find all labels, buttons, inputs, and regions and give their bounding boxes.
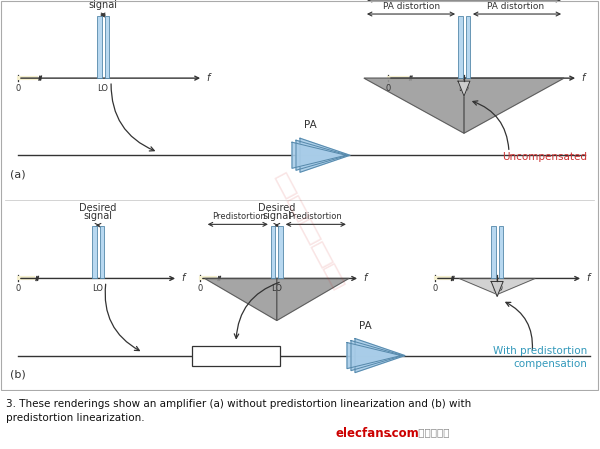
Text: Desired: Desired bbox=[85, 0, 122, 2]
Polygon shape bbox=[355, 339, 405, 373]
Bar bbox=[100, 226, 104, 278]
Text: Uncompensated: Uncompensated bbox=[502, 152, 587, 162]
Polygon shape bbox=[292, 142, 346, 168]
Polygon shape bbox=[464, 78, 564, 133]
Polygon shape bbox=[277, 278, 349, 321]
Text: f: f bbox=[363, 273, 367, 283]
Text: LO: LO bbox=[92, 285, 104, 294]
Polygon shape bbox=[300, 138, 350, 172]
Polygon shape bbox=[459, 278, 497, 295]
Polygon shape bbox=[458, 81, 470, 96]
Bar bbox=[491, 226, 496, 278]
Polygon shape bbox=[347, 343, 401, 369]
Text: LO: LO bbox=[491, 285, 503, 294]
Text: 0: 0 bbox=[385, 84, 391, 93]
Text: predistortion linearization.: predistortion linearization. bbox=[6, 413, 145, 423]
Text: 0: 0 bbox=[433, 285, 437, 294]
Text: Desired: Desired bbox=[79, 203, 116, 213]
Text: Predistortion: Predistortion bbox=[288, 212, 341, 221]
Bar bbox=[499, 226, 503, 278]
Text: 南
方
电
子
网: 南 方 电 子 网 bbox=[272, 168, 348, 292]
Bar bbox=[192, 346, 280, 365]
Text: 0: 0 bbox=[16, 84, 20, 93]
Polygon shape bbox=[205, 278, 277, 321]
Bar bbox=[271, 226, 275, 278]
Text: f: f bbox=[206, 73, 209, 83]
Text: (b): (b) bbox=[10, 370, 26, 379]
Bar bbox=[278, 226, 283, 278]
Text: LO: LO bbox=[98, 84, 109, 93]
Text: elecfans: elecfans bbox=[335, 427, 391, 440]
Text: 3. These renderings show an amplifier (a) without predistortion linearization an: 3. These renderings show an amplifier (a… bbox=[6, 399, 471, 409]
Text: 0: 0 bbox=[197, 285, 203, 294]
Text: Desired: Desired bbox=[258, 203, 295, 213]
Bar bbox=[92, 226, 97, 278]
Text: LO: LO bbox=[271, 285, 283, 294]
Text: PA distortion: PA distortion bbox=[487, 2, 545, 11]
Text: With predistortion
compensation: With predistortion compensation bbox=[493, 346, 587, 369]
Text: PA distortion: PA distortion bbox=[383, 2, 440, 11]
Text: Predistortion: Predistortion bbox=[212, 212, 266, 221]
Text: .com: .com bbox=[388, 427, 420, 440]
Text: f: f bbox=[181, 273, 184, 283]
Text: LO: LO bbox=[458, 84, 470, 93]
Bar bbox=[458, 16, 463, 78]
Polygon shape bbox=[497, 278, 535, 295]
Bar bbox=[104, 16, 109, 78]
Text: signal: signal bbox=[262, 211, 292, 221]
Text: signal: signal bbox=[83, 211, 113, 221]
Polygon shape bbox=[491, 282, 503, 296]
Text: f: f bbox=[581, 73, 584, 83]
Polygon shape bbox=[364, 78, 464, 133]
Text: f: f bbox=[586, 273, 589, 283]
Bar bbox=[466, 16, 470, 78]
Text: PA: PA bbox=[359, 321, 371, 330]
Polygon shape bbox=[296, 140, 348, 170]
Text: 0: 0 bbox=[16, 285, 20, 294]
Text: signal: signal bbox=[89, 0, 118, 10]
Polygon shape bbox=[351, 340, 403, 370]
Bar bbox=[97, 16, 101, 78]
Text: (a): (a) bbox=[10, 169, 26, 179]
Text: 电子发烧友: 电子发烧友 bbox=[415, 427, 449, 437]
Text: Predistortion: Predistortion bbox=[205, 351, 267, 361]
Text: PA: PA bbox=[304, 120, 316, 130]
